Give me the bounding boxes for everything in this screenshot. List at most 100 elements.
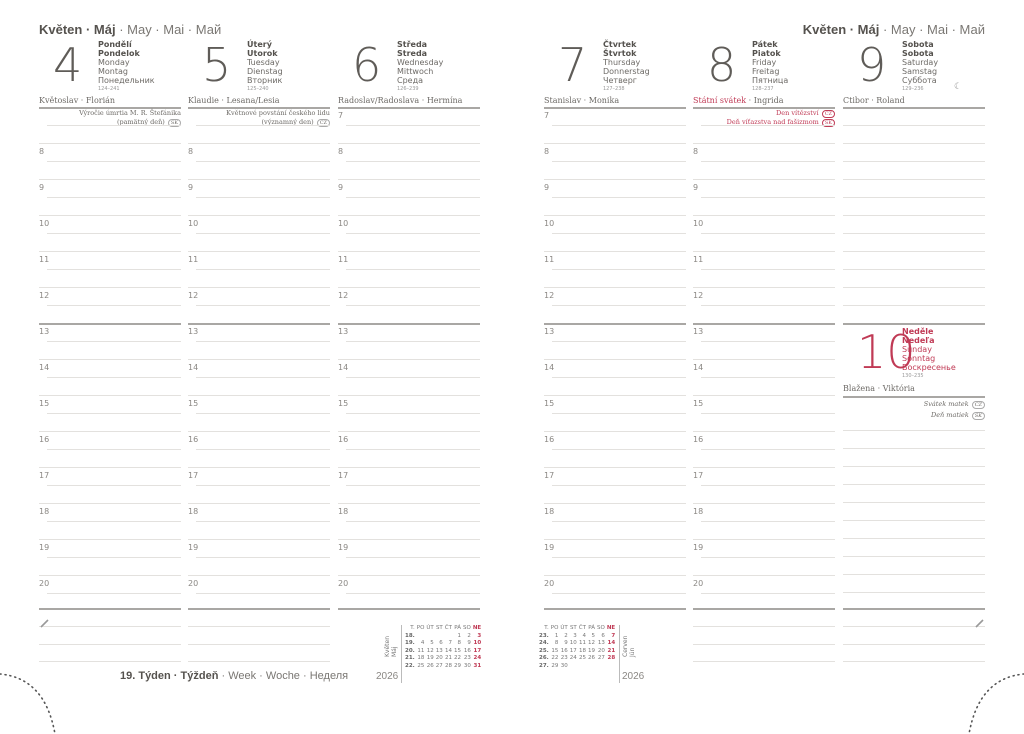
hour-label: 19: [544, 543, 555, 552]
note-text: Deň matiek: [931, 411, 969, 419]
holiday-note: Květnové povstání českého lidu: [188, 109, 330, 117]
divider: [693, 107, 835, 109]
date-cell: 9: [467, 640, 471, 646]
hour-divider: [693, 575, 835, 576]
hour-label: 9: [39, 183, 45, 192]
hour-label: 15: [338, 399, 349, 408]
hour-label: 8: [544, 147, 550, 156]
hour-label: 11: [39, 255, 50, 264]
country-badge: CZ: [821, 110, 835, 118]
hour-divider: [39, 143, 181, 144]
date-cell: 19: [588, 647, 595, 654]
date-cell: 11: [579, 640, 586, 646]
date-cell: 3: [573, 632, 577, 639]
hour-label: 12: [693, 291, 704, 300]
hour-label: 19: [338, 543, 349, 552]
hour-label: 10: [693, 219, 704, 228]
day-names: Čtvrtek Štvrtok Thursday Donnerstag Четв…: [603, 40, 650, 94]
divider: [338, 608, 480, 610]
divider: [544, 107, 686, 109]
hour-label: 14: [338, 363, 349, 372]
hour-label: 17: [39, 471, 50, 480]
hour-divider: [338, 215, 480, 216]
hour-label: 16: [188, 435, 199, 444]
half-hour-line: [552, 557, 686, 558]
half-hour-line: [346, 197, 480, 198]
hour-divider: [843, 287, 985, 288]
half-hour-line: [552, 341, 686, 342]
week-number: 22.: [405, 662, 415, 669]
hour-label: 15: [39, 399, 50, 408]
nameday: Ctibor · Roland: [843, 96, 905, 106]
hour-label: 18: [544, 507, 555, 516]
date-cell: 11: [417, 647, 425, 654]
hour-label: 12: [39, 291, 50, 300]
hour-label: 17: [544, 471, 555, 480]
hour-label: 12: [544, 291, 555, 300]
date-cell: 29: [454, 662, 461, 669]
notes-line: [843, 626, 985, 627]
date-cell: 28: [607, 655, 616, 661]
hour-label: 13: [188, 327, 199, 336]
notes-line: [843, 644, 985, 645]
hour-divider: [188, 179, 330, 180]
half-hour-line: [843, 197, 985, 198]
half-hour-line: [346, 521, 480, 522]
half-hour-line: [552, 449, 686, 450]
half-hour-line: [701, 341, 835, 342]
week-number: 27.: [539, 662, 549, 669]
divider: [693, 608, 835, 610]
hour-label: 18: [338, 507, 349, 516]
hour-divider: [39, 395, 181, 396]
hour-divider: [338, 179, 480, 180]
holiday-note: Svátek matek CZ: [843, 400, 985, 409]
week-label: 19. Týden · Týždeň · Week · Woche · Неде…: [120, 670, 348, 682]
day-of-year: 125–240: [247, 86, 269, 92]
month-name-foreign: · May · Mai · Май: [115, 22, 222, 37]
hour-divider: [338, 359, 480, 360]
hour-label: 16: [693, 435, 704, 444]
hour-label: 16: [338, 435, 349, 444]
hour-divider: [843, 179, 985, 180]
note-text: Deň víťazstva nad fašizmom: [726, 118, 819, 126]
date-cell: 7: [448, 640, 453, 646]
date-cell: 23: [560, 655, 568, 661]
hour-label: 10: [188, 219, 199, 228]
date-cell: 4: [420, 640, 425, 646]
hour-divider: [338, 503, 480, 504]
date-cell: 9: [564, 640, 568, 646]
date-cell: 13: [597, 640, 605, 646]
hour-label: 11: [338, 255, 349, 264]
notes-line: [843, 448, 985, 449]
month-header-right: Květen · Máj · May · Mai · Май: [803, 22, 985, 37]
weekday-header: SO: [463, 625, 471, 631]
half-hour-line: [701, 485, 835, 486]
half-hour-line: [701, 233, 835, 234]
day-number: 9: [857, 38, 887, 92]
hour-divider: [693, 323, 835, 325]
date-cell: 21: [445, 655, 452, 661]
date-cell: 30: [463, 662, 471, 669]
half-hour-line: [701, 521, 835, 522]
hour-divider: [39, 503, 181, 504]
date-cell: 24: [473, 655, 482, 661]
half-hour-line: [47, 413, 181, 414]
day-header: 7 Čtvrtek Štvrtok Thursday Donnerstag Че…: [544, 38, 686, 104]
half-hour-line: [552, 485, 686, 486]
nameday: Blažena · Viktória: [843, 384, 915, 393]
hour-divider: [544, 575, 686, 576]
day-of-year: 128–237: [752, 86, 774, 92]
day-number: 7: [558, 38, 588, 92]
month-name-local: Květen · Máj: [802, 22, 880, 37]
half-hour-line: [701, 377, 835, 378]
day-name-sk: Sobota: [902, 49, 934, 58]
hour-label: 16: [544, 435, 555, 444]
hour-label: 10: [39, 219, 50, 228]
half-hour-line: [196, 557, 330, 558]
holiday-note: Den vítězství CZ: [693, 109, 835, 118]
day-names: Neděle Nedeľa Sunday Sonntag Воскресенье…: [902, 327, 956, 381]
hour-divider: [188, 251, 330, 252]
half-hour-line: [552, 413, 686, 414]
notes-line: [39, 661, 181, 662]
half-hour-line: [346, 233, 480, 234]
